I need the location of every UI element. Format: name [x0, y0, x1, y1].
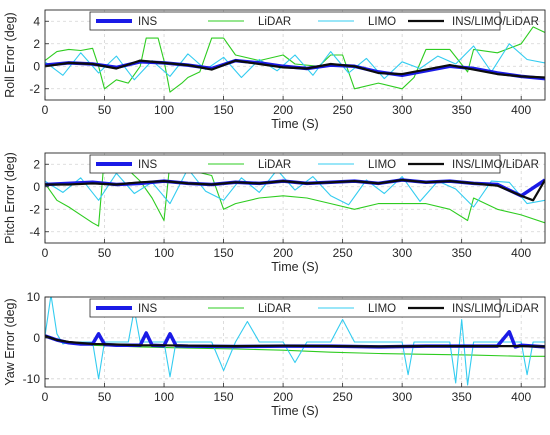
series-line-ins-limo-lidar — [45, 334, 545, 348]
legend-box — [89, 298, 501, 318]
series-line-lidar — [45, 26, 545, 93]
x-tick-label: 250 — [333, 390, 353, 404]
x-tick-label: 0 — [42, 246, 49, 260]
x-tick-label: 100 — [154, 390, 174, 404]
y-tick-label: 0 — [33, 59, 40, 73]
x-tick-label: 300 — [392, 390, 412, 404]
x-tick-label: 300 — [392, 103, 412, 117]
series-group — [45, 154, 545, 227]
x-tick-label: 100 — [154, 246, 174, 260]
legend-label: LIMO — [368, 16, 396, 28]
x-tick-label: 50 — [98, 390, 112, 404]
y-tick-label: 2 — [33, 37, 40, 51]
x-tick-label: 0 — [42, 103, 49, 117]
axes-frame — [44, 296, 546, 388]
y-tick-label: 4 — [33, 14, 40, 28]
x-tick-label: 50 — [98, 246, 112, 260]
x-tick-label: 400 — [511, 103, 531, 117]
legend-label: INS/LIMO/LiDAR — [452, 16, 539, 28]
series-line-limo — [45, 43, 545, 81]
y-axis-label: Yaw Error (deg) — [3, 298, 17, 385]
legend-label: INS — [138, 159, 158, 171]
y-tick-label: -2 — [29, 82, 40, 96]
legend-label: LIMO — [368, 303, 396, 315]
y-tick-label: 0 — [33, 331, 40, 345]
series-line-lidar — [45, 154, 545, 227]
legend-label: LIMO — [368, 159, 396, 171]
x-axis-label: Time (S) — [271, 117, 318, 131]
y-axis-label: Roll Error (deg) — [3, 12, 17, 97]
series-group — [45, 297, 545, 386]
x-tick-label: 150 — [214, 103, 234, 117]
y-tick-label: -10 — [23, 372, 41, 386]
series-line-limo — [45, 297, 545, 386]
x-tick-label: 100 — [154, 103, 174, 117]
series-line-ins-limo-lidar — [45, 178, 545, 202]
x-tick-label: 200 — [273, 246, 293, 260]
y-tick-label: -2 — [29, 202, 40, 216]
x-tick-label: 200 — [273, 390, 293, 404]
x-tick-label: 150 — [214, 390, 234, 404]
x-tick-label: 50 — [98, 103, 112, 117]
x-tick-label: 250 — [333, 246, 353, 260]
x-tick-label: 350 — [452, 246, 472, 260]
legend: INS LiDAR LIMO INS/LIMO/LiDAR — [89, 154, 539, 174]
legend-label: LiDAR — [258, 16, 291, 28]
pitch-error-chart: 0 50 100 150 200 250 300 350 400 -4 -2 0 2 Time (S) Pi… — [3, 152, 546, 274]
y-tick-label: 2 — [33, 157, 40, 171]
legend-label: INS/LIMO/LiDAR — [452, 303, 539, 315]
x-tick-label: 0 — [42, 390, 49, 404]
series-line-ins-limo-lidar — [45, 59, 545, 79]
x-axis-label: Time (S) — [271, 260, 318, 274]
legend-box — [89, 154, 501, 174]
y-axis-label: Pitch Error (deg) — [3, 152, 17, 244]
legend-label: INS — [138, 303, 158, 315]
x-tick-label: 400 — [511, 246, 531, 260]
x-tick-label: 250 — [333, 103, 353, 117]
legend-label: INS — [138, 16, 158, 28]
legend-label: INS/LIMO/LiDAR — [452, 159, 539, 171]
axes-frame — [44, 152, 546, 244]
legend-label: LiDAR — [258, 159, 291, 171]
x-tick-label: 400 — [511, 390, 531, 404]
legend: INS LiDAR LIMO INS/LIMO/LiDAR — [89, 11, 539, 31]
x-tick-label: 200 — [273, 103, 293, 117]
y-tick-label: 0 — [33, 180, 40, 194]
y-tick-label: -4 — [29, 225, 40, 239]
x-tick-label: 150 — [214, 246, 234, 260]
series-group — [45, 26, 545, 93]
x-tick-label: 350 — [452, 103, 472, 117]
series-line-limo — [45, 168, 545, 208]
x-axis-label: Time (S) — [271, 404, 318, 418]
legend-label: LiDAR — [258, 303, 291, 315]
legend-box — [89, 11, 501, 31]
y-tick-label: 10 — [27, 290, 41, 304]
x-tick-label: 350 — [452, 390, 472, 404]
legend: INS LiDAR LIMO INS/LIMO/LiDAR — [89, 298, 539, 318]
axes-frame — [44, 9, 546, 101]
x-tick-label: 300 — [392, 246, 412, 260]
